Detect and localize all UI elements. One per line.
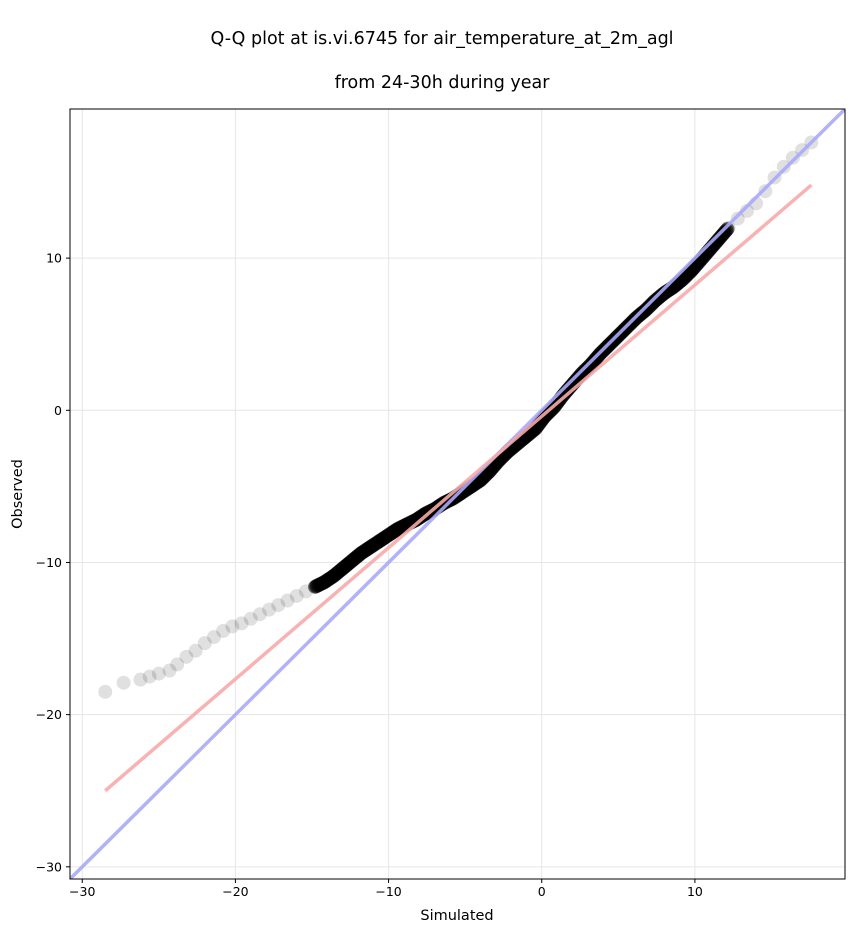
data-point [262,602,277,617]
x-tick-label: 10 [687,884,703,899]
data-point [730,211,745,226]
data-point [785,150,800,165]
data-point [170,657,185,672]
data-point [776,159,791,174]
reference-lines [70,109,845,879]
data-point [188,643,203,658]
data-point [225,619,240,634]
data-point [197,636,212,651]
data-point [116,675,131,690]
y-tick-label: −30 [36,859,62,874]
plot-frame [69,108,846,880]
fit-line [104,183,813,793]
x-tick-label: −10 [375,884,401,899]
data-point [720,222,735,237]
data-point [243,611,258,626]
data-point [151,666,166,681]
y-tick-label: 10 [46,251,62,266]
data-point [216,623,231,638]
data-point [289,588,304,603]
identity-line [70,109,845,879]
data-point [758,184,773,199]
data-points [98,135,819,699]
data-point [133,672,148,687]
y-tick-label: −10 [36,555,62,570]
data-point [142,669,157,684]
y-axis-label: Observed [10,459,26,529]
x-axis-label: Simulated [420,908,493,924]
data-point [271,598,286,613]
data-point [252,607,267,622]
grid-lines [70,109,845,879]
data-point [162,663,177,678]
data-point [179,649,194,664]
y-tick-label: 0 [54,403,62,418]
x-tick-label: 0 [538,884,546,899]
axis-ticks: −30 −20 −10 0 10 −30 −20 −10 0 10 [36,251,703,899]
chart-title-line1: Q-Q plot at is.vi.6745 for air_temperatu… [210,29,674,49]
data-point [98,684,113,699]
data-point [280,593,295,608]
data-point [721,220,736,235]
y-tick-label: −20 [36,707,62,722]
x-tick-label: −30 [69,884,95,899]
x-tick-label: −20 [222,884,248,899]
data-point [206,630,221,645]
data-point [234,616,249,631]
chart-title-line2: from 24-30h during year [334,73,550,93]
chart-title: Q-Q plot at is.vi.6745 for air_temperatu… [0,6,854,94]
